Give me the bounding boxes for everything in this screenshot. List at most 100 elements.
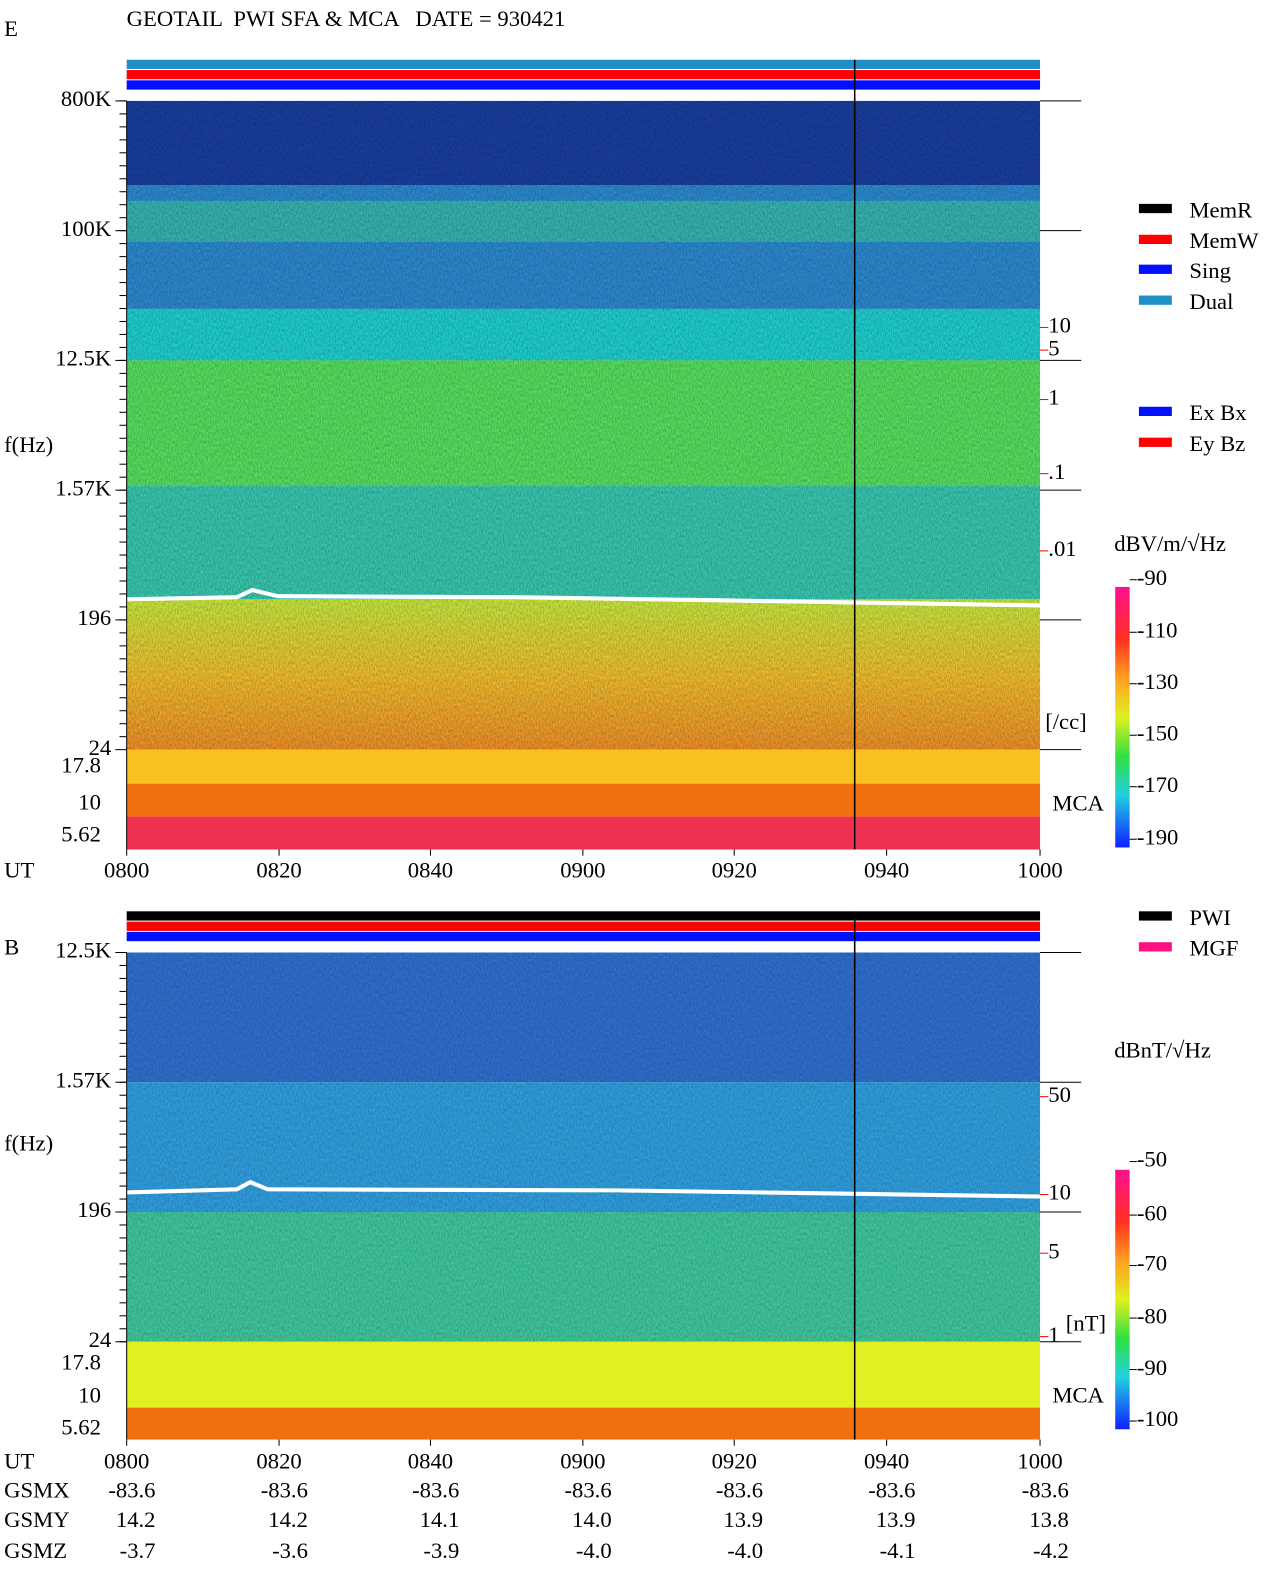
y-tick-label: 1.57K [55, 1067, 112, 1092]
scale-tick-label: 1 [1048, 1322, 1059, 1347]
x-tick-label: 0940 [864, 857, 909, 882]
x-tick-label: 0900 [560, 857, 605, 882]
legend-swatch [1138, 295, 1172, 305]
orbit-value: -4.2 [1033, 1538, 1069, 1563]
orbit-value: -4.0 [727, 1538, 763, 1563]
colorbar-tick-label: -110 [1137, 617, 1178, 642]
legend-swatch [1138, 203, 1172, 214]
y-tick-label: 1.57K [55, 475, 112, 500]
mca-tick-label: 17.8 [61, 1350, 101, 1375]
y-tick-label: 100K [61, 216, 112, 241]
legend-label: MemR [1189, 197, 1253, 222]
legend-label: MGF [1189, 936, 1238, 961]
orbit-label: GSMY [4, 1507, 69, 1532]
orbit-value: 14.0 [572, 1507, 612, 1532]
colorbar-tick-label: -50 [1137, 1147, 1167, 1172]
scale-tick-label: 10 [1048, 1180, 1071, 1205]
colorbar-tick-label: -150 [1137, 720, 1179, 745]
orbit-value: -3.9 [423, 1538, 459, 1563]
orbit-value: -83.6 [412, 1477, 459, 1502]
scale-tick-label: .1 [1048, 459, 1065, 484]
legend-swatch [1138, 911, 1172, 921]
y-tick-label: 196 [77, 605, 111, 630]
mca-tick-label: 5.62 [61, 1414, 101, 1439]
legend-label: Ey Bz [1189, 431, 1245, 456]
title: GEOTAIL PWI SFA & MCA DATE = 930421 [127, 6, 566, 31]
orbit-value: 14.2 [268, 1507, 308, 1532]
scale-tick-label: 5 [1048, 335, 1059, 360]
colorbar-tick-label: -100 [1137, 1406, 1179, 1431]
x-tick-label: 0800 [104, 1448, 149, 1473]
orbit-value: -3.7 [120, 1538, 156, 1563]
orbit-value: 13.9 [723, 1507, 763, 1532]
colorbar-e [1115, 586, 1130, 848]
panel-label: E [4, 16, 18, 41]
panel-label: B [4, 935, 19, 960]
scale-tick-label: .01 [1048, 536, 1076, 561]
x-tick-label: 0840 [408, 857, 453, 882]
orbit-value: 13.8 [1029, 1507, 1069, 1532]
orbit-value: -83.6 [1022, 1477, 1069, 1502]
legend-swatch [1138, 942, 1172, 952]
legend-swatch [1138, 406, 1172, 417]
colorbar-tick-label: -90 [1137, 1355, 1167, 1380]
legend-swatch [1138, 437, 1172, 447]
y-tick-label: 12.5K [55, 938, 112, 963]
x-tick-label: 0900 [560, 1448, 605, 1473]
y-axis-label: f(Hz) [4, 432, 53, 457]
orbit-value: -83.6 [868, 1477, 915, 1502]
y-tick-label: 24 [89, 1327, 112, 1352]
x-tick-label: 0920 [712, 1448, 757, 1473]
scale-tick-label: 5 [1048, 1238, 1059, 1263]
y-tick-label: 12.5K [55, 346, 112, 371]
scale-tick-label: 50 [1048, 1082, 1071, 1107]
x-tick-label: 0800 [104, 857, 149, 882]
legend-label: MemW [1189, 228, 1259, 253]
x-tick-label: 0940 [864, 1448, 909, 1473]
colorbar-tick-label: -190 [1137, 824, 1179, 849]
x-tick-label: 1000 [1017, 857, 1062, 882]
spectrogram-e [126, 59, 1041, 850]
spectrogram-b [126, 911, 1041, 1440]
orbit-value: 14.2 [116, 1507, 156, 1532]
orbit-value: -4.0 [576, 1538, 612, 1563]
colorbar-b [1115, 1169, 1130, 1430]
legend-swatch [1138, 234, 1172, 245]
colorbar-tick-label: -80 [1137, 1303, 1167, 1328]
scale-tick-label: 10 [1048, 313, 1071, 338]
colorbar-tick-label: -90 [1137, 565, 1167, 590]
orbit-value: -3.6 [272, 1538, 308, 1563]
orbit-value: 13.9 [876, 1507, 916, 1532]
y-tick-label: 24 [89, 735, 112, 760]
legend-label: Sing [1189, 258, 1231, 283]
x-tick-label: 1000 [1017, 1448, 1062, 1473]
colorbar-unit: dBnT/√Hz [1114, 1038, 1211, 1063]
y-tick-label: 196 [77, 1197, 111, 1222]
legend-label: PWI [1189, 905, 1231, 930]
colorbar-tick-label: -170 [1137, 772, 1179, 797]
orbit-label: GSMX [4, 1477, 69, 1502]
colorbar-tick-label: -60 [1137, 1200, 1167, 1225]
y-axis-label: f(Hz) [4, 1130, 53, 1155]
x-tick-label: 0920 [712, 857, 757, 882]
colorbar-tick-label: -130 [1137, 669, 1179, 694]
time-label: UT [4, 857, 34, 882]
orbit-value: -4.1 [880, 1538, 916, 1563]
orbit-value: -83.6 [108, 1477, 155, 1502]
orbit-value: -83.6 [261, 1477, 308, 1502]
legend-swatch [1138, 264, 1172, 274]
x-tick-label: 0840 [408, 1448, 453, 1473]
mca-tick-label: 10 [78, 789, 101, 814]
colorbar-tick-label: -70 [1137, 1251, 1167, 1276]
legend-label: Ex Bx [1189, 400, 1247, 425]
mca-tick-label: 5.62 [61, 821, 101, 846]
time-label: UT [4, 1448, 34, 1473]
colorbar-unit: dBV/m/√Hz [1114, 531, 1226, 556]
orbit-value: -83.6 [565, 1477, 612, 1502]
y-tick-label: 800K [61, 86, 112, 111]
orbit-value: -83.6 [716, 1477, 763, 1502]
mca-tick-label: 10 [78, 1383, 101, 1408]
scale-unit: [nT] [1066, 1310, 1106, 1335]
x-tick-label: 0820 [256, 1448, 301, 1473]
